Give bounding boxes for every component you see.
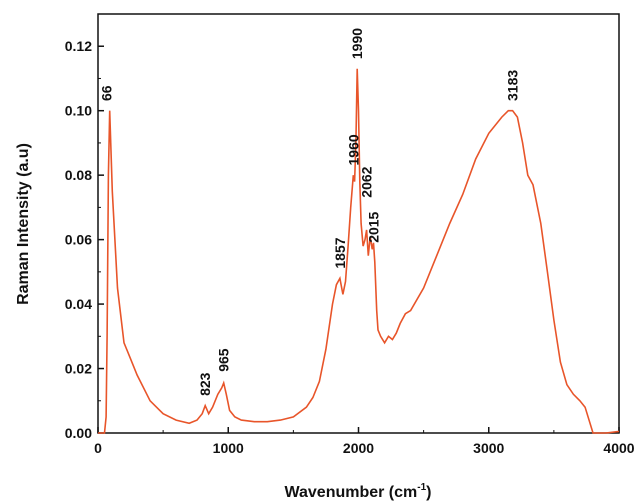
y-tick-label: 0.02: [65, 361, 92, 377]
x-tick-label: 4000: [603, 440, 634, 456]
peak-label-3183: 3183: [505, 70, 521, 101]
x-axis-title-superscript: -1: [417, 482, 426, 493]
peak-label-823: 823: [197, 372, 213, 396]
x-axis-title-end: ): [426, 484, 431, 501]
x-tick-label: 3000: [473, 440, 504, 456]
x-axis-title: Wavenumber (cm-1): [284, 482, 431, 501]
x-tick-label: 0: [94, 440, 102, 456]
peak-label-1857: 1857: [332, 237, 348, 268]
peak-label-965: 965: [216, 348, 232, 372]
x-axis: 0 1000 2000 3000 4000: [94, 427, 635, 456]
y-tick-label: 0.06: [65, 232, 92, 248]
y-tick-label: 0.12: [65, 38, 92, 54]
y-tick-label: 0.10: [65, 103, 92, 119]
x-tick-label: 1000: [213, 440, 244, 456]
peak-label-66: 66: [99, 85, 115, 101]
y-tick-label: 0.04: [65, 296, 92, 312]
y-axis: 0.00 0.02 0.04 0.06 0.08 0.10 0.12: [65, 38, 104, 441]
x-axis-title-text: Wavenumber (cm: [284, 484, 417, 501]
peak-label-1990: 1990: [349, 28, 365, 59]
y-axis-title: Raman Intensity (a.u): [15, 143, 32, 305]
y-tick-label: 0.08: [65, 167, 92, 183]
peak-label-2062: 2062: [359, 166, 375, 197]
peak-label-1960: 1960: [345, 134, 361, 165]
peak-label-2015: 2015: [366, 211, 382, 242]
x-tick-label: 2000: [343, 440, 374, 456]
spectrum-line: [98, 68, 620, 434]
y-tick-label: 0.00: [65, 425, 92, 441]
